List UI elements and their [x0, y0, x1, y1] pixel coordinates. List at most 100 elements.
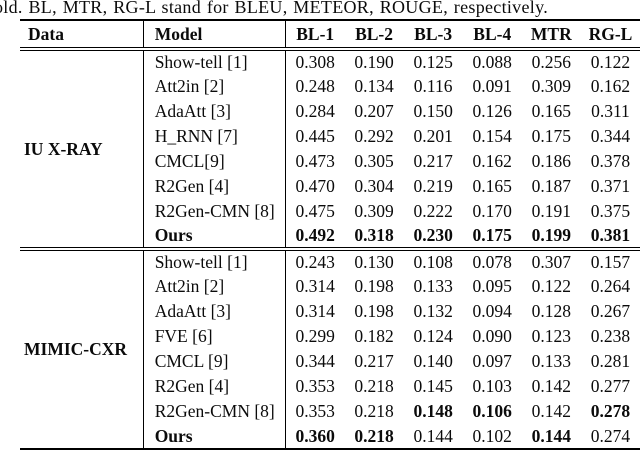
metric-value: 0.123: [531, 326, 572, 346]
table-row: R2Gen [4] 0.353 0.218 0.145 0.103 0.142 0.277: [20, 374, 640, 399]
metric-value: 0.132: [413, 301, 453, 321]
metric-value: 0.201: [413, 126, 453, 146]
metric-value: 0.378: [590, 151, 631, 171]
table-row: R2Gen [4] 0.470 0.304 0.219 0.165 0.187 0.371: [20, 174, 640, 199]
model-name: Show-tell [1]: [142, 249, 286, 274]
metric-value: 0.256: [531, 52, 572, 72]
dataset-label: IU X-RAY: [24, 138, 103, 159]
metric-value: 0.218: [354, 376, 394, 396]
metric-value: 0.344: [590, 126, 631, 146]
metric-value: 0.248: [295, 76, 335, 96]
metric-value: 0.170: [472, 201, 512, 221]
metric-value: 0.219: [413, 176, 453, 196]
metric-value: 0.278: [590, 401, 631, 421]
metric-value: 0.353: [295, 376, 335, 396]
model-name: R2Gen-CMN [8]: [142, 199, 286, 224]
metric-value: 0.108: [413, 252, 453, 272]
model-name: FVE [6]: [142, 324, 286, 349]
metric-value: 0.078: [472, 252, 512, 272]
metric-value: 0.150: [413, 101, 453, 121]
results-table: Data Model BL-1 BL-2 BL-3 BL-4 MTR RG-L IU X-RA…: [20, 19, 640, 450]
metric-value: 0.473: [295, 151, 335, 171]
column-header-bl-2: BL-2: [355, 23, 394, 44]
metric-value: 0.264: [590, 276, 631, 296]
metric-value: 0.353: [295, 401, 335, 421]
column-header-bl-3: BL-3: [414, 23, 453, 44]
metric-value: 0.274: [590, 425, 631, 446]
metric-value: 0.292: [354, 126, 394, 146]
table-row: FVE [6] 0.299 0.182 0.124 0.090 0.123 0.238: [20, 324, 640, 349]
table-row: IU X-RAY Show-tell [1] 0.308 0.190 0.125 0.08…: [20, 49, 640, 159]
metric-value: 0.095: [472, 276, 512, 296]
metric-value: 0.217: [413, 151, 453, 171]
metric-value: 0.492: [295, 225, 335, 245]
model-name: Show-tell [1]: [142, 49, 286, 74]
table-row: H_RNN [7] 0.445 0.292 0.201 0.154 0.175 0.344: [20, 124, 640, 149]
metric-value: 0.191: [531, 201, 572, 221]
metric-value: 0.144: [531, 425, 572, 446]
metric-value: 0.199: [531, 225, 572, 245]
model-name: R2Gen-CMN [8]: [142, 399, 286, 424]
metric-value: 0.175: [472, 225, 512, 245]
metric-value: 0.122: [531, 276, 572, 296]
metric-value: 0.309: [354, 201, 394, 221]
column-header-model: Model: [142, 20, 286, 49]
metric-value: 0.187: [531, 176, 572, 196]
metric-value: 0.309: [531, 76, 572, 96]
metric-value: 0.133: [413, 276, 453, 296]
metric-value: 0.130: [354, 252, 394, 272]
metric-value: 0.182: [354, 326, 394, 346]
metric-value: 0.305: [354, 151, 394, 171]
table-row: Att2in [2] 0.314 0.198 0.133 0.095 0.122 0.264: [20, 274, 640, 299]
metric-value: 0.308: [295, 52, 335, 72]
metric-value: 0.140: [413, 351, 453, 371]
metric-value: 0.470: [295, 176, 335, 196]
metric-value: 0.125: [413, 52, 453, 72]
metric-value: 0.375: [590, 201, 631, 221]
metric-value: 0.198: [354, 276, 394, 296]
metric-value: 0.186: [531, 151, 572, 171]
metric-value: 0.307: [531, 252, 572, 272]
metric-value: 0.145: [413, 376, 453, 396]
metric-value: 0.284: [295, 101, 335, 121]
metric-value: 0.088: [472, 52, 512, 72]
model-name: Ours: [142, 224, 286, 249]
metric-value: 0.133: [531, 351, 572, 371]
model-name: Ours: [142, 424, 286, 449]
metric-value: 0.128: [531, 301, 572, 321]
metric-value: 0.165: [472, 176, 512, 196]
metric-value: 0.218: [354, 401, 394, 421]
metric-value: 0.267: [590, 301, 631, 321]
column-header-rg-l: RG-L: [588, 23, 633, 44]
metric-value: 0.381: [590, 225, 631, 245]
metric-value: 0.165: [531, 101, 572, 121]
metric-value: 0.162: [472, 151, 512, 171]
metric-value: 0.142: [531, 376, 572, 396]
metric-value: 0.103: [472, 376, 512, 396]
metric-value: 0.222: [413, 201, 453, 221]
table-row: MIMIC-CXR Show-tell [1] 0.243 0.130 0.108 0.0…: [20, 249, 640, 359]
metric-value: 0.371: [590, 176, 631, 196]
metric-value: 0.299: [295, 326, 335, 346]
model-name: R2Gen [4]: [142, 174, 286, 199]
table-caption: old. BL, MTR, RG-L stand for BLEU, METEO…: [0, 0, 548, 17]
metric-value: 0.198: [354, 301, 394, 321]
metric-value: 0.311: [591, 101, 630, 121]
model-name: R2Gen [4]: [142, 374, 286, 399]
table-row: Ours 0.492 0.318 0.230 0.175 0.199 0.381: [20, 224, 640, 249]
metric-value: 0.094: [472, 301, 512, 321]
metric-value: 0.162: [590, 76, 631, 96]
table-row: CMCL [9] 0.344 0.217 0.140 0.097 0.133 0.281: [20, 349, 640, 374]
column-header-mtr: MTR: [530, 23, 572, 44]
metric-value: 0.314: [295, 276, 335, 296]
metric-value: 0.126: [472, 101, 512, 121]
metric-value: 0.106: [472, 401, 512, 421]
column-header-bl-4: BL-4: [473, 23, 512, 44]
metric-value: 0.217: [354, 351, 394, 371]
table-row: Att2in [2] 0.248 0.134 0.116 0.091 0.309 0.162: [20, 74, 640, 99]
metric-value: 0.124: [413, 326, 453, 346]
table-row: R2Gen-CMN [8] 0.475 0.309 0.222 0.170 0.191 0.…: [20, 199, 640, 224]
model-name: CMCL [9]: [142, 349, 286, 374]
metric-value: 0.304: [354, 176, 394, 196]
